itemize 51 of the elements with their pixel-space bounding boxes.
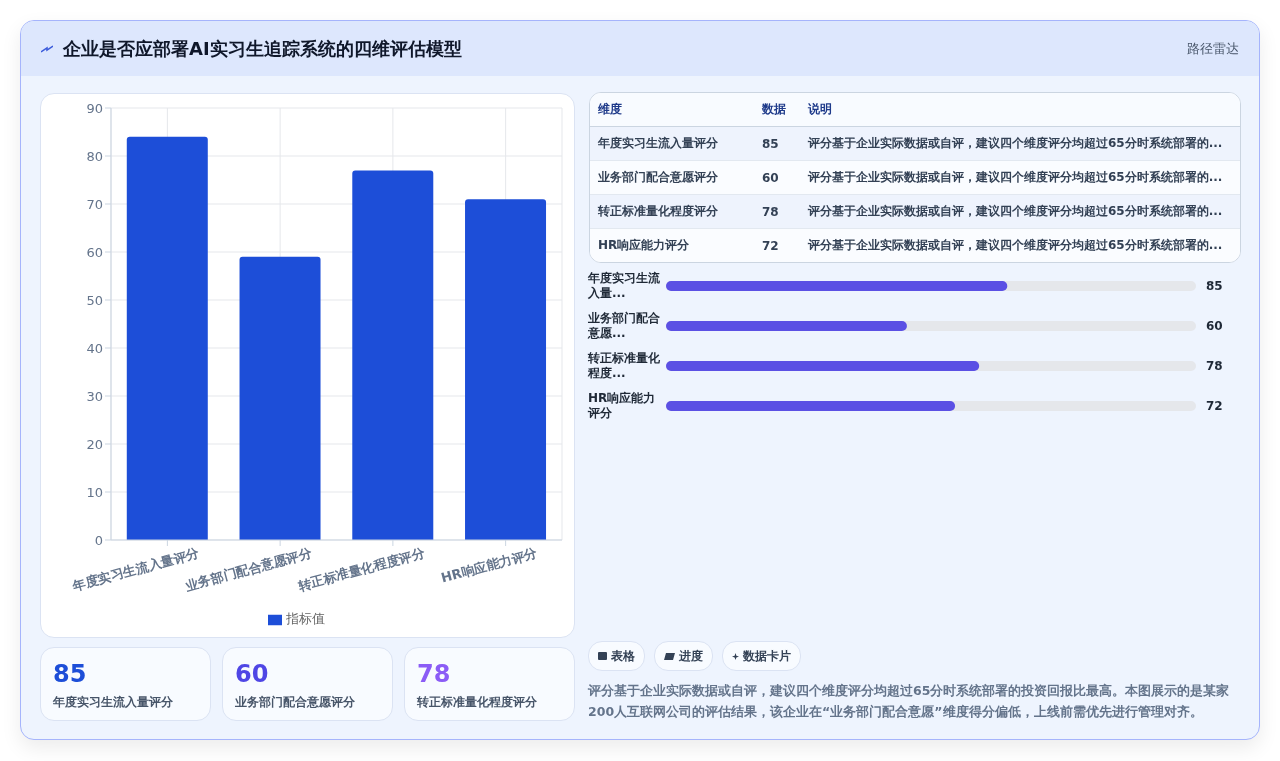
y-tick-label: 60 xyxy=(86,244,103,260)
category-label: 转正标准量化程度评分 xyxy=(597,203,719,220)
y-tick-label: 0 xyxy=(94,532,103,548)
y-tick-label: 30 xyxy=(86,388,103,404)
data-label: 85 xyxy=(1206,279,1223,293)
data-label: 72 xyxy=(761,238,780,253)
data-label: 85 xyxy=(761,136,780,151)
category-label: 业务部门配合意愿... xyxy=(588,311,660,340)
bar xyxy=(239,256,321,540)
y-tick-label: 90 xyxy=(86,100,103,116)
data-label: 78 xyxy=(1206,359,1223,373)
text: 评分基于企业实际数据或自评，建议四个维度评分均超过65分时系统部署的... xyxy=(808,238,1223,252)
y-tick-label: 70 xyxy=(86,196,103,212)
text: 进度 xyxy=(679,647,703,665)
data-label: 85 xyxy=(53,660,88,688)
data-label: 60 xyxy=(761,170,780,185)
data-label: 78 xyxy=(761,204,780,219)
text: 数据卡片 xyxy=(743,647,791,665)
category-label: 年度实习生流入量评分 xyxy=(597,135,719,152)
x-tick-label: HR响应能力评分 xyxy=(439,545,540,586)
data-label: 60 xyxy=(235,660,270,688)
category-label: HR响应能力评分 xyxy=(597,237,691,254)
text: 说明 xyxy=(807,101,833,118)
category-label: 年度实习生流入量... xyxy=(588,271,660,300)
y-tick-label: 80 xyxy=(86,148,103,164)
text: 评分基于企业实际数据或自评，建议四个维度评分均超过65分时系统部署的... xyxy=(808,204,1223,218)
category-label: 业务部门配合意愿评分 xyxy=(597,169,719,186)
text: 路径雷达 xyxy=(1187,39,1239,58)
y-tick-label: 50 xyxy=(86,292,103,308)
bar xyxy=(352,170,434,540)
text: 评分基于企业实际数据或自评，建议四个维度评分均超过65分时系统部署的... xyxy=(808,170,1223,184)
data-label: 78 xyxy=(417,660,452,688)
y-tick-label: 40 xyxy=(86,340,103,356)
category-label: 转正标准量化程度... xyxy=(588,351,660,380)
legend-label: 指标值 xyxy=(286,611,325,626)
chart-title: 企业是否应部署AI实习生追踪系统的四维评估模型 xyxy=(63,36,462,61)
text: 评分基于企业实际数据或自评，建议四个维度评分均超过65分时系统部署的投资回报比最高。本图展示的是某家200人互联网公司的评估结果，该企业在“业务部门配合意愿”维度得分偏低，上线前需优先进行管理对齐。 xyxy=(588,682,1231,721)
category-label: 年度实习生流入量评分 xyxy=(53,694,174,711)
y-tick-label: 10 xyxy=(86,484,103,500)
text: 表格 xyxy=(611,647,635,665)
bar xyxy=(465,199,547,540)
category-label: 转正标准量化程度评分 xyxy=(417,694,538,711)
data-label: 60 xyxy=(1206,319,1223,333)
text: 数据 xyxy=(761,101,787,118)
category-label: HR响应能力评分 xyxy=(588,391,656,420)
category-label: 业务部门配合意愿评分 xyxy=(235,694,356,711)
bar xyxy=(126,136,208,540)
y-tick-label: 20 xyxy=(86,436,103,452)
text: 维度 xyxy=(597,101,623,118)
text: 评分基于企业实际数据或自评，建议四个维度评分均超过65分时系统部署的... xyxy=(806,135,1224,152)
data-label: 72 xyxy=(1206,399,1223,413)
